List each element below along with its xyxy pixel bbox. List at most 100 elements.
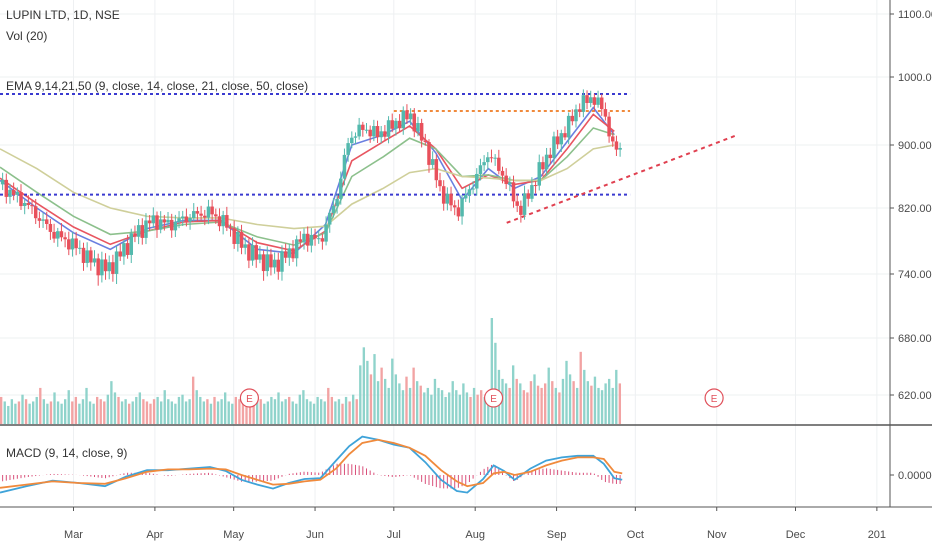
volume-bar [191, 376, 195, 424]
volume-bar [618, 383, 622, 424]
volume-bar [202, 401, 206, 424]
volume-bar [586, 381, 590, 424]
volume-bar [177, 396, 181, 424]
volume-bar [341, 403, 344, 424]
volume-bar [81, 399, 85, 424]
macd-legend: MACD (9, 14, close, 9) [6, 446, 128, 460]
candle-body [555, 136, 560, 145]
volume-bar [305, 399, 309, 424]
volume-bar [152, 399, 156, 424]
candle-body [427, 142, 431, 165]
volume-bar [106, 394, 110, 424]
candle-body [56, 231, 60, 239]
earnings-label: E [490, 394, 497, 405]
candle-body [537, 162, 541, 186]
candle-body [180, 216, 185, 219]
candle-body [221, 215, 225, 227]
price-tick-label: 900.00 [898, 140, 932, 152]
candle-body [563, 133, 567, 138]
volume-bar [575, 387, 579, 424]
time-tick-label: Dec [786, 529, 806, 541]
candle-body [214, 214, 218, 217]
candle-body [533, 185, 538, 187]
candle-body [449, 193, 453, 206]
candle-body [236, 231, 240, 244]
signal-line [0, 438, 623, 489]
candle-body [405, 110, 409, 120]
candle-body [346, 143, 350, 155]
volume-bar [167, 399, 170, 424]
candle-body [408, 113, 413, 120]
candle-body [361, 124, 365, 130]
volume-bar [14, 403, 17, 424]
candle-body [335, 198, 339, 206]
candle-body [383, 131, 387, 137]
candle-body [232, 228, 236, 244]
candle-body [287, 248, 292, 258]
candle-body [390, 120, 394, 129]
candle-body [596, 97, 600, 105]
volume-bar [469, 396, 472, 424]
volume-bar [131, 401, 134, 424]
candle-body [566, 115, 571, 138]
volume-bar [127, 403, 131, 424]
candle-body [140, 225, 145, 238]
volume-bar [472, 387, 476, 424]
volume-bar [270, 396, 273, 424]
volume-bar [298, 394, 302, 424]
candle-body [151, 215, 156, 224]
earnings-marker[interactable] [483, 388, 504, 408]
candle-body [423, 140, 428, 143]
volume-bar [369, 374, 373, 424]
candle-body [581, 95, 586, 112]
volume-bar [330, 396, 334, 424]
candle-body [199, 213, 203, 216]
volume-bar [263, 403, 266, 424]
candle-body [188, 218, 192, 222]
volume-bar [401, 390, 405, 424]
volume-bar [319, 399, 323, 424]
volume-bar [572, 381, 575, 424]
volume-bar [110, 381, 113, 424]
time-tick-label: Apr [146, 529, 163, 541]
candle-body [339, 178, 343, 199]
volume-bar [511, 365, 515, 424]
volume-bar [455, 390, 458, 424]
candle-body [386, 120, 391, 137]
candle-body [243, 244, 247, 248]
volume-legend: Vol (20) [6, 29, 48, 43]
candle-body [111, 262, 115, 274]
candle-body [173, 221, 178, 231]
earnings-marker[interactable] [704, 388, 724, 408]
volume-bar [490, 318, 494, 424]
candle-body [225, 215, 229, 228]
candle-body [430, 159, 435, 165]
volume-bar [327, 387, 330, 424]
volume-bar [99, 399, 102, 424]
volume-bar [234, 396, 238, 424]
volume-bar [337, 399, 341, 424]
candle-body [401, 110, 405, 129]
candle-body [478, 165, 483, 174]
candle-body [67, 239, 71, 250]
candle-body [324, 224, 328, 242]
candle-body [177, 218, 181, 222]
volume-bar [373, 354, 376, 424]
volume-bar [508, 387, 511, 424]
candle-body [74, 238, 78, 249]
volume-bar [181, 394, 184, 424]
candle-body [452, 205, 457, 208]
candle-body [147, 220, 152, 224]
earnings-marker[interactable] [239, 388, 260, 408]
candle-body [258, 254, 262, 260]
ema-legend: EMA 9,14,21,50 (9, close, 14, close, 21,… [6, 79, 309, 93]
candle-body [11, 189, 16, 195]
candle-body [52, 231, 56, 239]
candle-body [44, 219, 49, 224]
volume-bar [159, 401, 163, 424]
price-tick-label: 620.00 [898, 390, 932, 402]
candle-body [463, 195, 468, 199]
volume-bar [540, 387, 543, 424]
